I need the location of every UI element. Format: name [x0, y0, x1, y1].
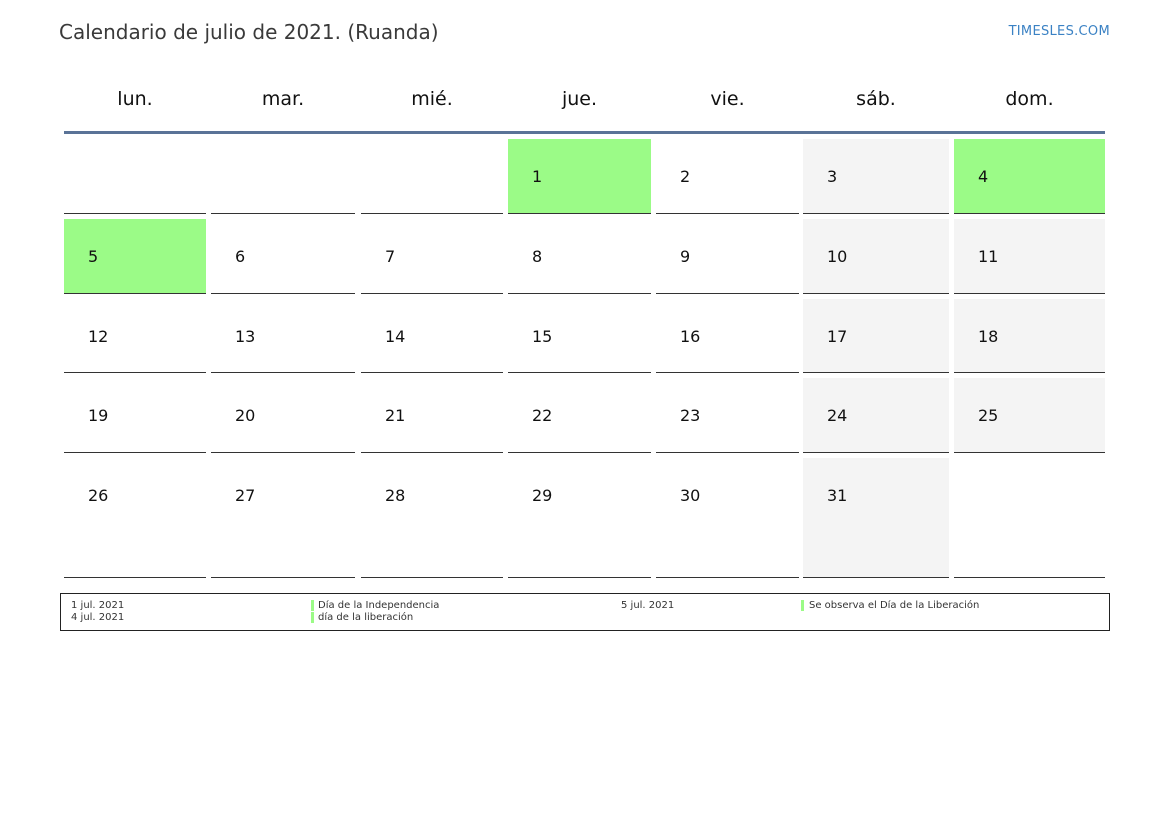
- day-cell-8: 8: [508, 219, 651, 294]
- day-number: 30: [680, 486, 701, 505]
- weekday-sun: dom.: [1005, 88, 1054, 110]
- legend-date-3: 5 jul. 2021: [621, 600, 675, 611]
- day-number: 7: [385, 247, 396, 266]
- day-number: 29: [532, 486, 553, 505]
- day-number: 4: [978, 167, 989, 186]
- day-cell-25: 25: [954, 378, 1105, 453]
- day-number: 2: [680, 167, 691, 186]
- legend-marker-3: [801, 600, 804, 611]
- legend-date-2: 4 jul. 2021: [71, 612, 125, 623]
- day-cell-empty-w5-sun: [954, 458, 1105, 578]
- day-cell-27: 27: [211, 458, 355, 578]
- day-cell-21: 21: [361, 378, 503, 453]
- day-number: 11: [978, 247, 999, 266]
- weekday-mon: lun.: [117, 88, 153, 110]
- day-number: 27: [235, 486, 256, 505]
- day-cell-18: 18: [954, 299, 1105, 373]
- weekday-wed: mié.: [411, 88, 453, 110]
- day-number: 26: [88, 486, 109, 505]
- day-number: 22: [532, 406, 553, 425]
- day-number: 23: [680, 406, 701, 425]
- day-cell-31: 31: [803, 458, 949, 578]
- day-number: 14: [385, 327, 406, 346]
- day-number: 3: [827, 167, 838, 186]
- holiday-legend: 1 jul. 2021 4 jul. 2021 Día de la Indepe…: [60, 593, 1110, 631]
- day-cell-2: 2: [656, 139, 799, 214]
- day-number: 31: [827, 486, 848, 505]
- day-number: 6: [235, 247, 246, 266]
- legend-marker-1: [311, 600, 314, 611]
- day-number: 1: [532, 167, 543, 186]
- weekday-tue: mar.: [261, 88, 305, 110]
- day-cell-6: 6: [211, 219, 355, 294]
- brand-link[interactable]: TIMESLES.COM: [1008, 24, 1110, 39]
- legend-date-1: 1 jul. 2021: [71, 600, 125, 611]
- day-cell-empty-w1-mon: [64, 139, 206, 214]
- header-rule: [64, 131, 1105, 134]
- day-cell-17: 17: [803, 299, 949, 373]
- day-number: 15: [532, 327, 553, 346]
- day-cell-23: 23: [656, 378, 799, 453]
- legend-name-2: día de la liberación: [318, 612, 414, 623]
- legend-marker-2: [311, 612, 314, 623]
- day-cell-30: 30: [656, 458, 799, 578]
- day-cell-9: 9: [656, 219, 799, 294]
- day-number: 17: [827, 327, 848, 346]
- day-number: 8: [532, 247, 543, 266]
- day-cell-11: 11: [954, 219, 1105, 294]
- day-cell-13: 13: [211, 299, 355, 373]
- weekday-fri: vie.: [710, 88, 745, 110]
- day-cell-1: 1: [508, 139, 651, 214]
- weekday-thu: jue.: [561, 88, 598, 110]
- day-number: 16: [680, 327, 701, 346]
- day-cell-5: 5: [64, 219, 206, 294]
- day-cell-20: 20: [211, 378, 355, 453]
- day-cell-14: 14: [361, 299, 503, 373]
- day-cell-15: 15: [508, 299, 651, 373]
- legend-name-1: Día de la Independencia: [318, 600, 440, 611]
- day-number: 18: [978, 327, 999, 346]
- day-cell-24: 24: [803, 378, 949, 453]
- weekday-sat: sáb.: [856, 88, 896, 110]
- day-cell-26: 26: [64, 458, 206, 578]
- day-cell-22: 22: [508, 378, 651, 453]
- day-number: 25: [978, 406, 999, 425]
- day-cell-empty-w1-wed: [361, 139, 503, 214]
- day-number: 21: [385, 406, 406, 425]
- day-number: 24: [827, 406, 848, 425]
- page-title: Calendario de julio de 2021. (Ruanda): [59, 20, 439, 44]
- day-number: 5: [88, 247, 99, 266]
- day-cell-7: 7: [361, 219, 503, 294]
- day-number: 28: [385, 486, 406, 505]
- day-cell-16: 16: [656, 299, 799, 373]
- day-cell-12: 12: [64, 299, 206, 373]
- day-number: 9: [680, 247, 691, 266]
- day-cell-empty-w1-tue: [211, 139, 355, 214]
- day-number: 12: [88, 327, 109, 346]
- day-cell-19: 19: [64, 378, 206, 453]
- day-cell-29: 29: [508, 458, 651, 578]
- day-cell-10: 10: [803, 219, 949, 294]
- day-cell-28: 28: [361, 458, 503, 578]
- day-number: 13: [235, 327, 256, 346]
- day-number: 19: [88, 406, 109, 425]
- day-cell-3: 3: [803, 139, 949, 214]
- legend-name-3: Se observa el Día de la Liberación: [809, 600, 980, 611]
- day-number: 10: [827, 247, 848, 266]
- day-cell-4: 4: [954, 139, 1105, 214]
- day-number: 20: [235, 406, 256, 425]
